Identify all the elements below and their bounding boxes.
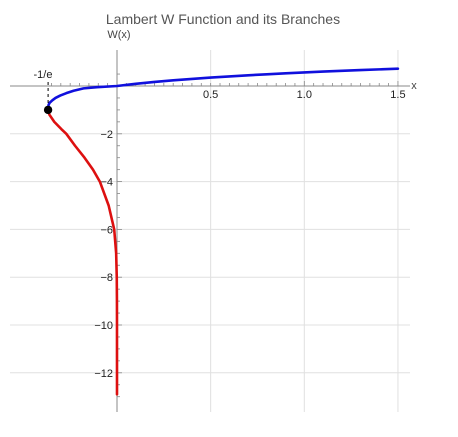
y-tick-label: −4 <box>100 177 113 189</box>
y-axis-label: W(x) <box>107 29 130 41</box>
series <box>46 67 400 396</box>
y-tick-label: −8 <box>100 272 113 284</box>
ticks: 0.5 1.0 1.5 −2 −4 −6 −8 −10 −12 <box>51 73 406 398</box>
y-tick-label: −10 <box>94 320 113 332</box>
x-tick-label: 0.5 <box>203 89 218 101</box>
x-tick-label: 1.5 <box>390 89 405 101</box>
y-tick-label: −6 <box>100 224 113 236</box>
branch-point-group <box>43 82 53 115</box>
grid-lines <box>10 50 410 412</box>
y-tick-label: −2 <box>100 129 113 141</box>
y-tick-label: −12 <box>94 368 113 380</box>
x-axis-label: x <box>411 80 417 92</box>
upper-branch-line <box>46 67 400 112</box>
chart-title: Lambert W Function and its Branches <box>106 11 340 27</box>
branch-point-label: -1/e <box>34 69 53 81</box>
branch-point-marker <box>43 105 53 115</box>
x-tick-label: 1.0 <box>297 89 312 101</box>
lower-branch-line <box>46 108 119 396</box>
